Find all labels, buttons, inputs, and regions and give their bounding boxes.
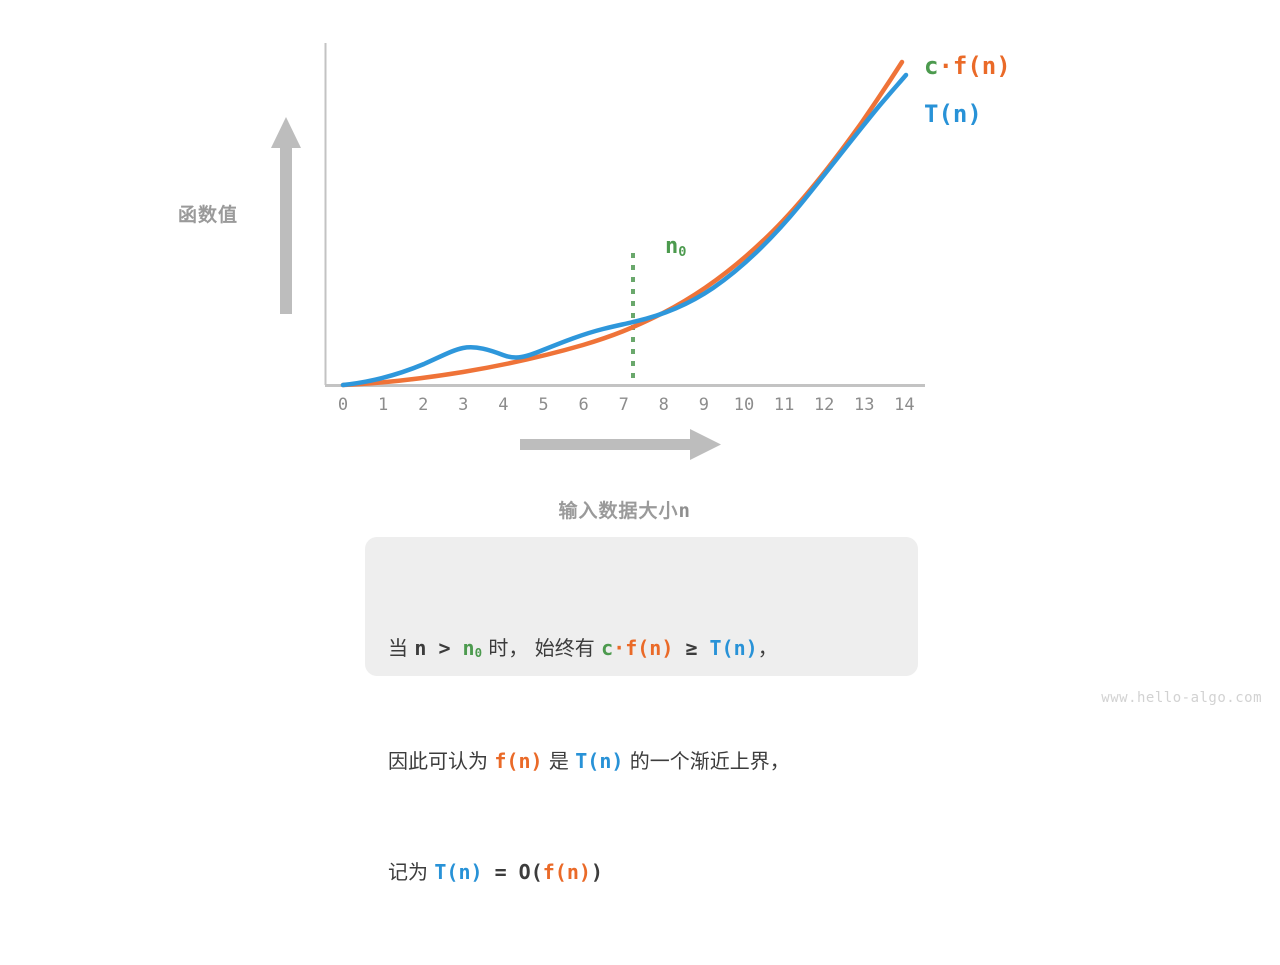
y-axis-label: 函数值 [178, 204, 239, 226]
caption-run: T(n) [434, 860, 483, 884]
x-tick-10: 10 [733, 395, 755, 415]
x-tick-14: 14 [894, 395, 915, 415]
x-tick-0: 0 [337, 395, 349, 415]
x-tick-4: 4 [498, 395, 509, 415]
x-tick-7: 7 [618, 395, 629, 415]
x-tick-13: 13 [854, 395, 875, 415]
legend-item-t-n: T(n) [924, 100, 982, 128]
caption-run: 当 [388, 636, 415, 660]
x-tick-12: 12 [813, 395, 835, 415]
x-tick-2: 2 [418, 395, 429, 415]
x-tick-3: 3 [458, 395, 469, 415]
caption-run: 是 [542, 749, 576, 773]
caption-line-1: 当 n > n0 时， 始终有 c·f(n) ≥ T(n)， [388, 630, 790, 669]
caption-run: c [601, 636, 614, 660]
up-arrow-icon [271, 117, 301, 314]
x-tick-5: 5 [538, 395, 549, 415]
caption-run: 因此可认为 [388, 749, 495, 773]
caption-n0-subscript: 0 [474, 645, 483, 661]
curve-t-n [340, 72, 909, 388]
caption-run: f(n) [542, 860, 591, 884]
caption-text: 当 n > n0 时， 始终有 c·f(n) ≥ T(n)， 因此可认为 f(n… [388, 556, 790, 965]
caption-run: 记为 [388, 860, 435, 884]
n0-base: n [664, 234, 679, 259]
x-tick-9: 9 [698, 395, 710, 415]
caption-run: ) [590, 860, 603, 884]
x-axis-label: 输入数据大小n [528, 474, 691, 545]
legend-func-t-n: T(n) [924, 100, 982, 128]
x-tick-8: 8 [658, 395, 669, 415]
legend-func-f-n: f(n) [952, 52, 1011, 80]
caption-run: 的一个渐近上界， [623, 749, 790, 773]
caption-run: 时， 始终有 [482, 636, 602, 660]
figure-canvas: 函数值 输入数据大小n 0 1 2 3 4 5 6 7 8 9 10 11 12 13 14 c·f(n) … [178, 43, 1262, 884]
caption-run: n0 [462, 636, 483, 661]
x-axis-tick-labels: 0 1 2 3 4 5 6 7 8 9 10 11 12 13 14 [325, 395, 925, 421]
caption-run: n [414, 636, 427, 660]
x-tick-1: 1 [377, 395, 389, 415]
right-arrow-icon [520, 429, 721, 460]
caption-run: T(n) [575, 749, 624, 773]
caption-run: f(n) [625, 636, 674, 660]
caption-run: ， [757, 636, 778, 660]
x-axis-label-var: n [678, 500, 691, 522]
caption-box [365, 537, 918, 676]
caption-run: > [426, 636, 463, 660]
legend-item-c-f-n: c·f(n) [924, 52, 1011, 80]
caption-run: · [613, 636, 626, 660]
n0-subscript: 0 [678, 244, 687, 260]
watermark: www.hello-algo.com [1101, 690, 1262, 706]
caption-line-3: 记为 T(n) = O(f(n)) [388, 854, 790, 891]
x-tick-11: 11 [773, 395, 795, 415]
legend-dot: · [938, 52, 953, 80]
caption-run: O( [518, 860, 543, 884]
caption-line-2: 因此可认为 f(n) 是 T(n) 的一个渐近上界， [388, 743, 790, 780]
x-axis-label-text: 输入数据大小 [558, 500, 679, 522]
caption-run: = [482, 860, 519, 884]
legend-coef-c: c [924, 52, 939, 80]
caption-run: T(n) [709, 636, 758, 660]
n0-marker-label: n0 [612, 209, 686, 284]
x-tick-6: 6 [578, 395, 589, 415]
chart-graphics [271, 43, 925, 460]
caption-run: ≥ [673, 636, 710, 660]
caption-run: f(n) [494, 749, 543, 773]
